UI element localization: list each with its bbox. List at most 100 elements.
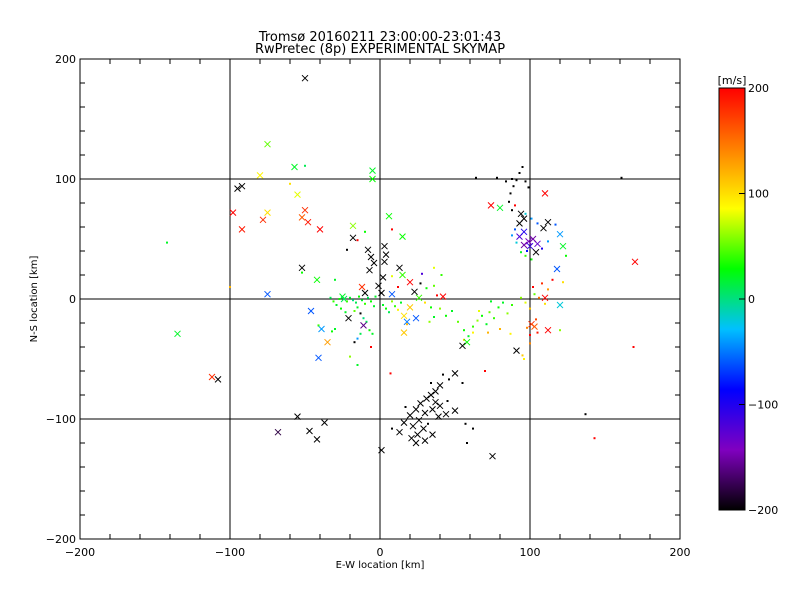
data-point-dot (359, 332, 362, 335)
data-point-cross (459, 342, 466, 350)
data-point-dot (428, 320, 431, 323)
data-point-dot (536, 222, 539, 225)
data-point-cross (291, 163, 298, 171)
data-point-cross (369, 167, 376, 174)
data-point-dot (430, 382, 432, 384)
data-point-cross (496, 204, 504, 212)
data-point-dot (524, 212, 527, 215)
data-point-dot (356, 337, 359, 340)
data-point-dot (529, 334, 531, 336)
data-point-dot (301, 271, 303, 274)
data-point-dot (391, 275, 393, 278)
data-point-cross (513, 347, 520, 354)
data-point-dot (433, 316, 435, 318)
data-point-cross (540, 224, 547, 232)
data-point-cross (417, 400, 424, 407)
data-point-dot (547, 288, 549, 291)
data-point-dot (374, 295, 377, 298)
data-point-dot (496, 176, 498, 179)
data-point-dot (562, 281, 564, 284)
data-point-cross (435, 413, 442, 420)
data-point-cross (174, 330, 181, 338)
data-point-cross (370, 259, 378, 267)
data-point-cross (411, 288, 418, 296)
data-point-dot (530, 258, 533, 261)
data-point-dot (427, 422, 429, 425)
data-point-dot (538, 296, 540, 299)
data-point-dot (436, 294, 438, 297)
x-tick-label: 200 (670, 546, 691, 559)
data-point-cross (307, 307, 315, 315)
data-point-cross (396, 428, 403, 436)
data-point-dot (499, 328, 501, 330)
data-point-cross (529, 235, 537, 243)
data-point-dot (385, 307, 387, 310)
data-point-cross (349, 234, 357, 242)
data-point-dot (389, 372, 392, 375)
data-point-dot (526, 326, 528, 329)
data-point-cross (451, 407, 459, 414)
data-point-cross (294, 191, 301, 198)
data-point-cross (298, 214, 306, 221)
data-point-dot (356, 306, 359, 309)
data-point-dot (511, 304, 513, 306)
chart-title: Tromsø 20160211 23:00:00-23:01:43 (258, 30, 501, 45)
data-point-dot (331, 330, 333, 333)
data-point-dot (340, 307, 342, 310)
data-point-cross (406, 412, 414, 419)
data-point-cross (256, 172, 264, 179)
data-point-dot (554, 223, 557, 226)
data-point-cross (553, 265, 561, 273)
x-tick-label: −200 (65, 546, 95, 559)
data-point-dot (356, 239, 359, 242)
data-point-dot (559, 329, 561, 332)
y-tick-label: 0 (69, 293, 76, 306)
data-point-dot (532, 286, 534, 288)
data-point-dot (509, 192, 512, 195)
data-point-dot (488, 311, 491, 314)
colorbar-label: [m/s] (718, 74, 747, 87)
data-point-dot (524, 254, 527, 257)
data-point-cross (264, 290, 271, 298)
data-point-dot (547, 240, 549, 243)
data-point-dot (463, 329, 465, 332)
data-point-cross (318, 325, 325, 333)
data-point-cross (556, 230, 564, 238)
data-point-dot (304, 164, 306, 167)
data-point-dot (373, 305, 375, 308)
data-point-cross (544, 326, 552, 334)
data-point-dot (520, 296, 522, 299)
colorbar-tick-label: −200 (748, 504, 778, 517)
data-point-dot (317, 324, 320, 327)
data-point-dot (421, 272, 423, 275)
data-point-dot (529, 342, 531, 345)
data-point-dot (346, 300, 348, 303)
data-point-dot (353, 310, 356, 312)
data-point-dot (472, 331, 474, 334)
data-point-dot (521, 354, 524, 357)
data-point-cross (520, 228, 528, 236)
data-point-dot (370, 346, 372, 348)
data-point-cross (358, 283, 366, 291)
data-point-dot (481, 314, 483, 317)
data-point-cross (544, 218, 552, 226)
data-point-dot (487, 331, 489, 334)
data-point-dot (365, 320, 368, 323)
data-point-dot (620, 176, 623, 179)
data-point-cross (403, 318, 411, 326)
data-point-cross (429, 406, 436, 413)
data-point-dot (364, 302, 366, 305)
data-point-cross (525, 238, 532, 245)
data-point-cross (412, 406, 420, 413)
data-point-dot (349, 296, 351, 299)
data-point-dot (529, 307, 531, 310)
data-point-dot (334, 328, 336, 330)
colorbar: [m/s] 200 100 0 −100 −200 (718, 74, 779, 517)
data-point-dot (520, 251, 522, 254)
data-point-dot (358, 295, 360, 298)
data-point-cross (427, 391, 435, 399)
data-point-dot (515, 241, 518, 244)
data-point-dot (355, 301, 357, 304)
data-point-dot (514, 228, 516, 231)
